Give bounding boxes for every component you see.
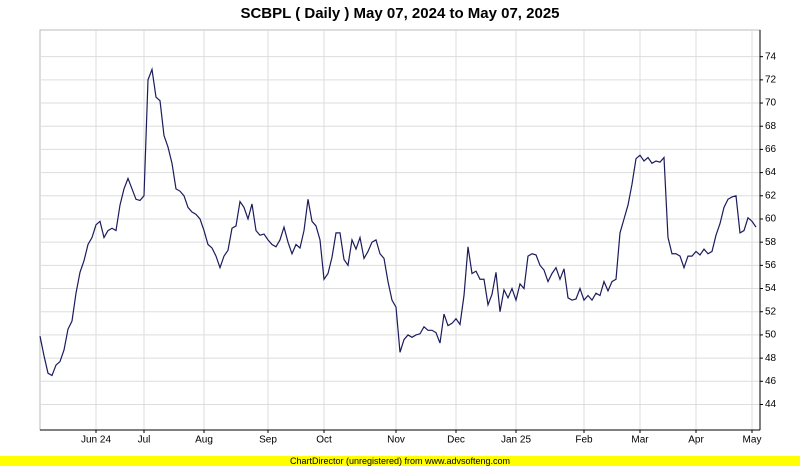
- footer: ChartDirector (unregistered) from www.ad…: [290, 456, 510, 466]
- y-tick-label: 72: [765, 74, 777, 85]
- x-tick-label: Oct: [316, 435, 332, 446]
- y-tick-label: 52: [765, 306, 777, 317]
- y-tick-label: 66: [765, 144, 777, 155]
- x-tick-label: Feb: [575, 435, 593, 446]
- footer-band: [0, 456, 800, 466]
- y-tick-label: 60: [765, 214, 777, 225]
- y-tick-label: 46: [765, 376, 777, 387]
- y-tick-label: 74: [765, 51, 777, 62]
- chart-title: SCBPL ( Daily ) May 07, 2024 to May 07, …: [240, 5, 559, 22]
- x-tick-label: Apr: [688, 435, 704, 446]
- x-tick-label: Dec: [447, 435, 465, 446]
- x-tick-label: Jan 25: [501, 435, 531, 446]
- x-tick-label: Aug: [195, 435, 213, 446]
- y-tick-label: 50: [765, 330, 777, 341]
- x-tick-label: Jul: [138, 435, 151, 446]
- y-tick-label: 48: [765, 353, 777, 364]
- x-tick-label: Nov: [387, 435, 405, 446]
- x-tick-label: Sep: [259, 435, 277, 446]
- price-line: [39, 67, 757, 377]
- x-tick-label: Jun 24: [81, 435, 111, 446]
- y-tick-label: 68: [765, 121, 777, 132]
- y-tick-label: 70: [765, 98, 777, 109]
- y-tick-label: 56: [765, 260, 777, 271]
- y-tick-label: 54: [765, 283, 777, 294]
- y-tick-label: 62: [765, 190, 777, 201]
- x-tick-label: Mar: [631, 435, 649, 446]
- y-tick-label: 64: [765, 167, 777, 178]
- y-tick-label: 44: [765, 399, 777, 410]
- y-tick-label: 58: [765, 237, 777, 248]
- x-tick-label: May: [743, 435, 762, 446]
